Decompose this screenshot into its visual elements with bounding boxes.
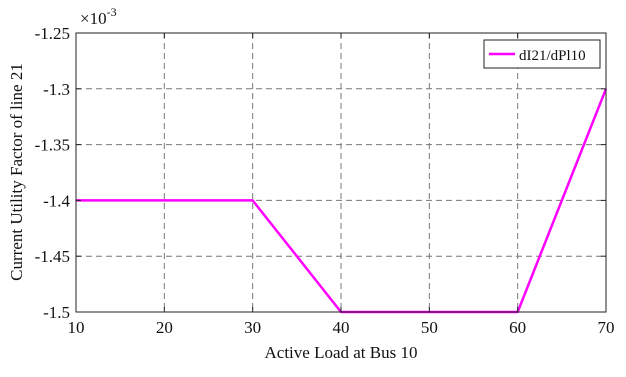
y-multiplier-exponent: -3 [107, 5, 117, 19]
x-axis-label: Active Load at Bus 10 [265, 343, 418, 362]
grid [76, 33, 606, 312]
y-tick-label: -1.35 [35, 136, 70, 155]
x-tick-labels: 10 20 30 40 50 60 70 [68, 318, 615, 337]
x-tick-label: 70 [598, 318, 615, 337]
y-tick-label: -1.3 [43, 80, 70, 99]
legend-label: dI21/dPl10 [519, 48, 586, 64]
x-tick-label: 40 [333, 318, 350, 337]
ticks [75, 32, 607, 313]
x-tick-label: 10 [68, 318, 85, 337]
y-axis-label: Current Utility Factor of line 21 [7, 63, 26, 281]
y-tick-label: -1.25 [35, 24, 70, 43]
legend: dI21/dPl10 [483, 39, 601, 69]
y-tick-label: -1.4 [43, 191, 70, 210]
y-tick-label: -1.5 [43, 303, 70, 322]
x-tick-label: 50 [421, 318, 438, 337]
y-multiplier: ×10-3 [80, 5, 117, 28]
x-tick-label: 60 [509, 318, 526, 337]
y-multiplier-base: ×10 [80, 9, 107, 28]
x-tick-label: 30 [244, 318, 261, 337]
x-tick-label: 20 [156, 318, 173, 337]
y-tick-labels: -1.5 -1.45 -1.4 -1.35 -1.3 -1.25 [35, 24, 71, 322]
y-tick-label: -1.45 [35, 247, 70, 266]
